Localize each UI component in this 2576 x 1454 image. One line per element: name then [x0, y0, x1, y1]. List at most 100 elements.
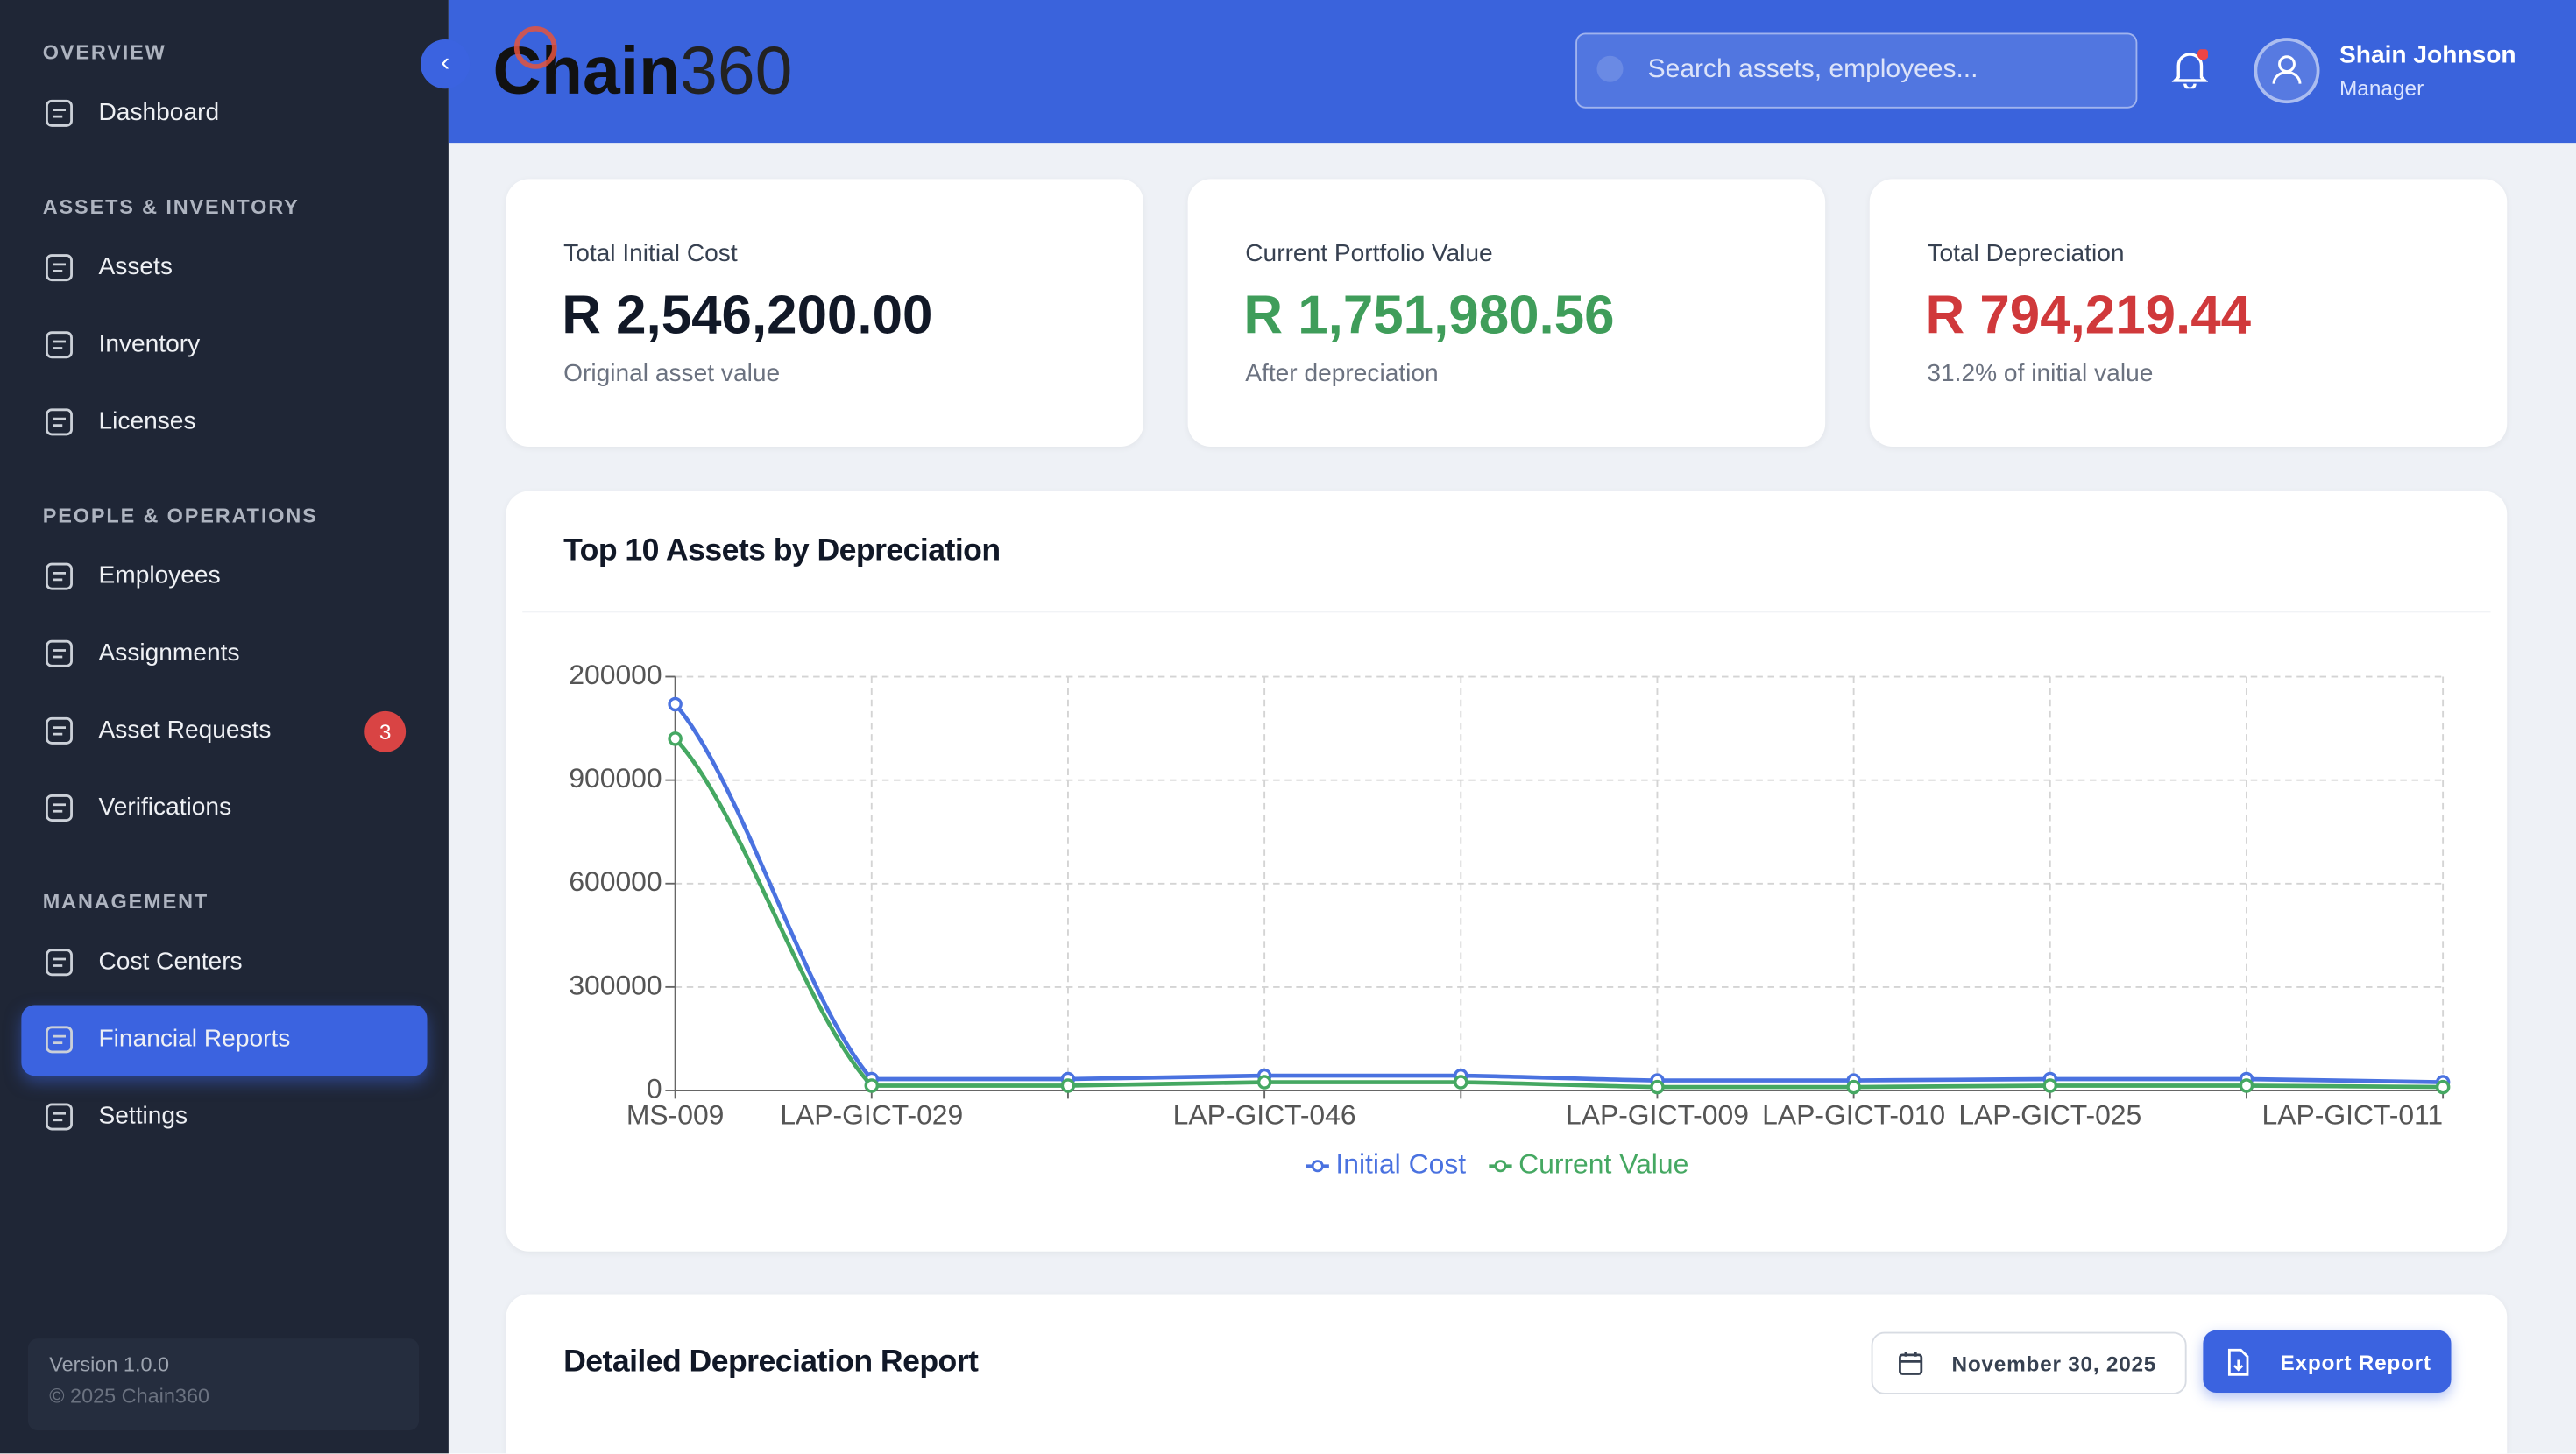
- y-tick-label: 600000: [569, 865, 662, 897]
- nav-item[interactable]: Employees: [21, 542, 427, 613]
- point: [2435, 1079, 2451, 1095]
- nav-icon: [46, 254, 73, 282]
- export-button[interactable]: Export Report: [2203, 1330, 2452, 1393]
- nav-label: Inventory: [98, 329, 201, 358]
- section-title: MANAGEMENT: [42, 890, 209, 914]
- nav-label: Verifications: [98, 793, 232, 822]
- stat-card: Total Initial Cost R 2,546,200.00 Original…: [506, 179, 1143, 447]
- nav-icon: [46, 949, 73, 977]
- export-label: Export Report: [2280, 1350, 2431, 1375]
- nav-item[interactable]: Assets: [21, 233, 427, 304]
- nav-label: Assets: [98, 252, 173, 281]
- search-icon: [1596, 55, 1624, 82]
- nav-item[interactable]: Cost Centers: [21, 928, 427, 999]
- legend-marker: [1311, 1160, 1324, 1173]
- collapse-button[interactable]: ‹: [421, 39, 471, 89]
- nav-icon: [46, 99, 73, 127]
- nav-icon: [46, 794, 73, 822]
- sidebar: Version 1.0.0 © 2025 Chain360 OVERVIEW Da…: [0, 0, 449, 1454]
- user-name: Shain Johnson: [2339, 40, 2516, 69]
- x-tick-label: LAP-GICT-046: [1173, 1098, 1356, 1130]
- x-tick-label: LAP-GICT-029: [780, 1098, 963, 1130]
- x-tick-label: LAP-GICT-009: [1566, 1098, 1749, 1130]
- nav-item[interactable]: Financial Reports: [21, 1005, 428, 1076]
- point: [2239, 1078, 2254, 1093]
- avatar[interactable]: [2254, 38, 2320, 104]
- x-tick-label: LAP-GICT-011: [2262, 1098, 2444, 1130]
- nav-label: Settings: [98, 1102, 188, 1130]
- logo-b: 360: [680, 32, 793, 109]
- divider: [522, 611, 2491, 613]
- stat-label: Total Initial Cost: [563, 239, 738, 268]
- search-placeholder: Search assets, employees...: [1647, 55, 1978, 84]
- series-line: [673, 702, 2444, 1084]
- legend-label: Current Value: [1518, 1148, 1688, 1180]
- stat-card: Current Portfolio Value R 1,751,980.56 Aft…: [1187, 179, 1826, 447]
- stat-value: R 2,546,200.00: [562, 284, 933, 345]
- point: [1650, 1079, 1665, 1095]
- nav-icon: [46, 408, 73, 436]
- nav-item[interactable]: Settings: [21, 1083, 427, 1154]
- nav-icon: [46, 1026, 73, 1054]
- nav-label: Dashboard: [98, 98, 220, 127]
- date: November 30, 2025: [1951, 1352, 2157, 1377]
- nav-label: Asset Requests: [98, 716, 272, 745]
- nav-item[interactable]: Asset Requests 3: [21, 696, 427, 767]
- y-tick-label: 200000: [569, 659, 662, 690]
- stat-value: R 794,219.44: [1925, 284, 2252, 345]
- user-role: Manager: [2339, 75, 2424, 101]
- logo: Chain360: [493, 30, 793, 112]
- y-tick-label: 300000: [569, 969, 662, 1000]
- bell[interactable]: [2171, 49, 2208, 89]
- stat-value: R 1,751,980.56: [1243, 284, 1615, 345]
- date-button[interactable]: November 30, 2025: [1871, 1331, 2187, 1394]
- series-line: [673, 737, 2444, 1090]
- stat-note: After depreciation: [1245, 359, 1439, 388]
- stat-label: Current Portfolio Value: [1245, 239, 1493, 268]
- point: [668, 731, 683, 746]
- stat-note: Original asset value: [563, 359, 781, 388]
- nav-label: Employees: [98, 561, 221, 590]
- x-tick-label: LAP-GICT-010: [1762, 1098, 1945, 1130]
- legend-marker: [1494, 1160, 1507, 1173]
- stat-card: Total Depreciation R 794,219.44 31.2% of i…: [1869, 179, 2508, 447]
- section-title: PEOPLE & OPERATIONS: [42, 504, 318, 527]
- copyright: © 2025 Chain360: [49, 1384, 210, 1408]
- search[interactable]: Search assets, employees...: [1575, 32, 2138, 109]
- nav-icon: [46, 639, 73, 667]
- y-tick-label: 0: [647, 1072, 662, 1104]
- chart: 0 300000 600000 900000 200000 MS-009 LAP-GICT-…: [569, 659, 2451, 1180]
- chart-title: Top 10 Assets by Depreciation: [563, 533, 1001, 568]
- legend-label: Initial Cost: [1335, 1148, 1466, 1180]
- x-tick-label: LAP-GICT-025: [1958, 1098, 2141, 1130]
- report-title: Detailed Depreciation Report: [563, 1345, 979, 1380]
- stat-label: Total Depreciation: [1927, 239, 2125, 268]
- stat-note: 31.2% of initial value: [1927, 359, 2154, 388]
- badge: 3: [364, 710, 407, 752]
- nav-item[interactable]: Assignments: [21, 619, 427, 690]
- report-panel: Detailed Depreciation Report November 30…: [506, 1294, 2508, 1454]
- nav-item[interactable]: Dashboard: [21, 79, 427, 150]
- point: [1454, 1075, 1468, 1090]
- point: [668, 696, 683, 712]
- section-title: OVERVIEW: [42, 40, 166, 65]
- nav-item[interactable]: Verifications: [21, 773, 427, 844]
- nav-icon: [46, 716, 73, 745]
- nav-label: Financial Reports: [98, 1025, 291, 1053]
- point: [1846, 1079, 1861, 1095]
- nav-label: Cost Centers: [98, 947, 243, 976]
- version: Version 1.0.0: [49, 1353, 170, 1377]
- point: [1256, 1075, 1272, 1090]
- nav-label: Licenses: [98, 407, 196, 435]
- nav-icon: [46, 562, 73, 590]
- logo-ring: [513, 26, 557, 69]
- point: [864, 1078, 880, 1093]
- nav-icon: [46, 331, 73, 359]
- version-box: Version 1.0.0 © 2025 Chain360: [27, 1338, 420, 1431]
- y-tick-label: 900000: [569, 762, 662, 794]
- nav-label: Assignments: [98, 639, 240, 667]
- nav-icon: [46, 1103, 73, 1131]
- nav-item[interactable]: Licenses: [21, 388, 427, 459]
- nav-item[interactable]: Inventory: [21, 310, 427, 381]
